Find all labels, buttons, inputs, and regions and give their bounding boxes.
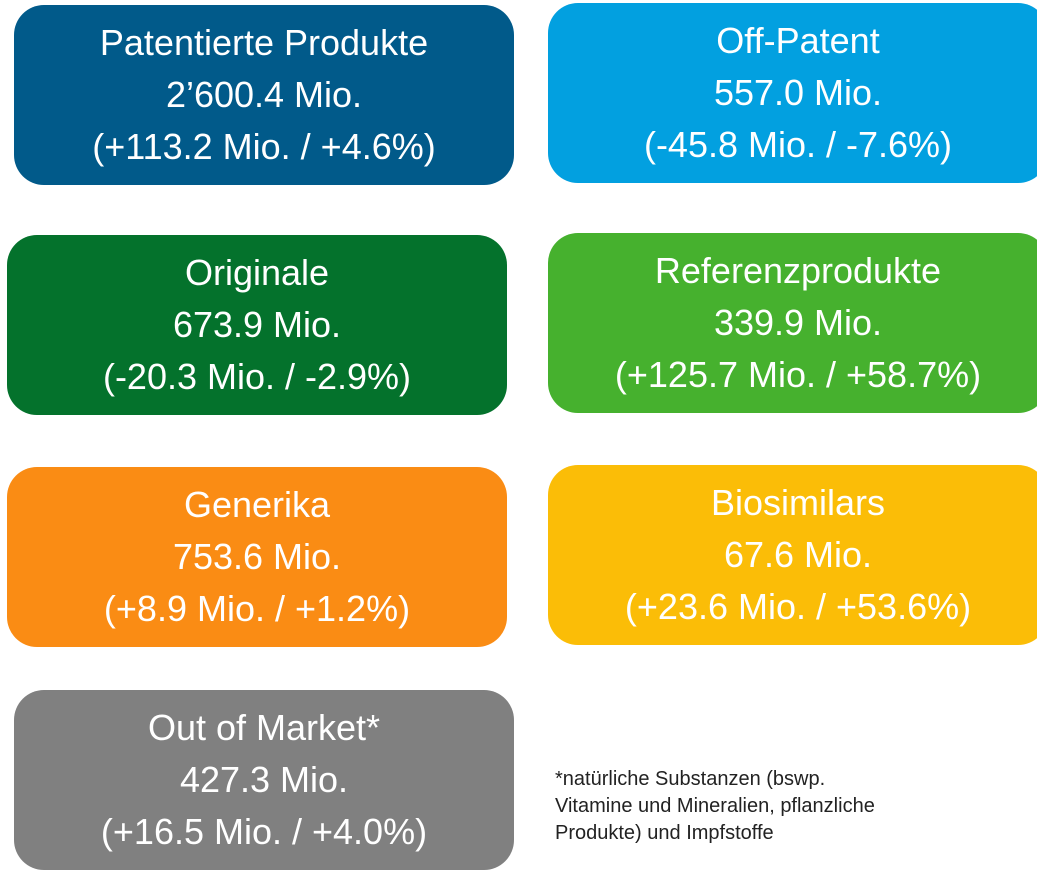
category-box: Biosimilars 67.6 Mio. (+23.6 Mio. / +53.6%… — [548, 465, 1037, 645]
footnote: *natürliche Substanzen (bswp. Vitamine un… — [555, 766, 875, 847]
box-title: Off-Patent — [716, 20, 880, 61]
footnote-line: *natürliche Substanzen (bswp. — [555, 768, 826, 790]
category-box: Off-Patent 557.0 Mio. (-45.8 Mio. / -7.6%) — [548, 3, 1037, 183]
category-box: Generika 753.6 Mio. (+8.9 Mio. / +1.2%) — [7, 467, 507, 647]
box-change: (+8.9 Mio. / +1.2%) — [103, 588, 411, 629]
box-value: 427.3 Mio. — [179, 759, 349, 800]
category-box: Referenzprodukte 339.9 Mio. (+125.7 Mio. /… — [548, 233, 1037, 413]
category-box: Originale 673.9 Mio. (-20.3 Mio. / -2.9%) — [7, 235, 507, 415]
box-value: 753.6 Mio. — [172, 536, 342, 577]
box-change: (+23.6 Mio. / +53.6%) — [624, 586, 972, 627]
box-title: Patentierte Produkte — [99, 22, 429, 63]
box-title: Biosimilars — [710, 482, 886, 523]
category-box: Out of Market* 427.3 Mio. (+16.5 Mio. / +4… — [14, 690, 514, 870]
box-value: 339.9 Mio. — [713, 302, 883, 343]
box-change: (-20.3 Mio. / -2.9%) — [102, 356, 412, 397]
box-change: (+113.2 Mio. / +4.6%) — [92, 126, 436, 167]
category-box: Patentierte Produkte 2’600.4 Mio. (+113.2 … — [14, 5, 514, 185]
box-value: 557.0 Mio. — [713, 72, 883, 113]
box-change: (-45.8 Mio. / -7.6%) — [643, 124, 953, 165]
box-title: Out of Market* — [147, 707, 381, 748]
box-value: 2’600.4 Mio. — [165, 74, 363, 115]
box-value: 67.6 Mio. — [723, 534, 873, 575]
box-title: Originale — [184, 252, 330, 293]
box-change: (+16.5 Mio. / +4.0%) — [100, 811, 428, 852]
box-value: 673.9 Mio. — [172, 304, 342, 345]
box-change: (+125.7 Mio. / +58.7%) — [614, 354, 982, 395]
box-title: Referenzprodukte — [654, 250, 942, 291]
footnote-line: Vitamine und Mineralien, pflanzliche — [555, 795, 875, 817]
box-title: Generika — [183, 484, 331, 525]
footnote-line: Produkte) und Impfstoffe — [555, 822, 774, 844]
